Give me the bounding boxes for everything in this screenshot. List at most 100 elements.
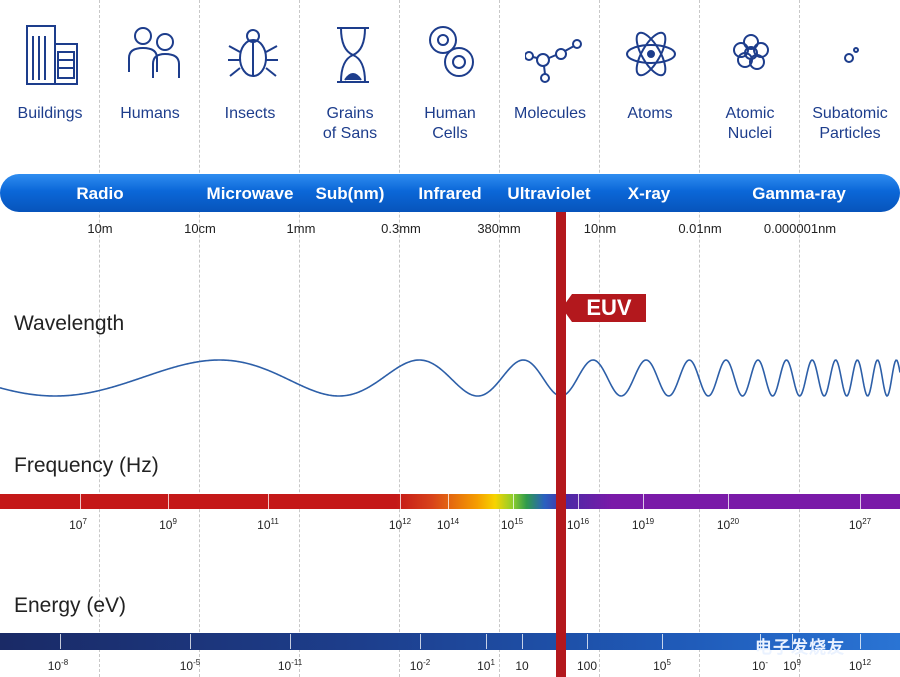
category-buildings: Buildings xyxy=(0,0,100,160)
category-particles: Subatomic Particles xyxy=(800,0,900,160)
frequency-tick xyxy=(513,494,514,509)
frequency-tick xyxy=(448,494,449,509)
column-divider xyxy=(799,0,800,677)
band-label: Ultraviolet xyxy=(507,184,591,203)
frequency-heading: Frequency (Hz) xyxy=(14,454,159,477)
category-molecules: Molecules xyxy=(500,0,600,160)
frequency-label: 109 xyxy=(159,517,177,532)
frequency-tick xyxy=(643,494,644,509)
wavelength-label: 0.000001nm xyxy=(763,221,837,236)
molecule-icon xyxy=(525,39,582,83)
atom-icon xyxy=(626,31,676,77)
frequency-tick xyxy=(400,494,401,509)
category-atoms: Atoms xyxy=(600,0,700,160)
euv-marker-line xyxy=(556,212,566,677)
wavelength-label: 10cm xyxy=(184,221,216,236)
category-label: Atomic Nuclei xyxy=(725,105,775,142)
energy-tick xyxy=(587,634,588,649)
particles-icon xyxy=(844,47,859,63)
category-humans: Humans xyxy=(100,0,200,160)
energy-tick xyxy=(60,634,61,649)
cells-icon xyxy=(429,26,474,77)
frequency-label: 1015 xyxy=(500,517,524,532)
humans-icon xyxy=(128,27,180,78)
wavelength-label: 0.3mm xyxy=(381,221,421,236)
column-divider xyxy=(199,0,200,677)
frequency-label: 1020 xyxy=(716,517,740,532)
energy-label: 109 xyxy=(783,658,801,673)
energy-label: 10- xyxy=(751,658,769,673)
wavelength-heading: Wavelength xyxy=(14,312,125,335)
wavelength-label: 1mm xyxy=(286,221,316,236)
buildings-icon xyxy=(26,25,78,85)
hourglass-icon xyxy=(337,27,369,83)
energy-bar xyxy=(0,633,900,650)
energy-label: 105 xyxy=(653,658,671,673)
category-label: Molecules xyxy=(513,105,587,122)
category-label: Subatomic Particles xyxy=(812,105,888,142)
column-divider xyxy=(499,0,500,677)
band-label: Sub(nm) xyxy=(315,184,385,203)
band-label: X-ray xyxy=(627,184,671,203)
category-nuclei: Atomic Nuclei xyxy=(700,0,800,160)
column-divider xyxy=(99,0,100,677)
energy-label: 10 xyxy=(515,659,529,673)
watermark-logo: 电子发烧友 xyxy=(755,638,845,657)
band-label: Infrared xyxy=(418,184,482,203)
frequency-label: 1019 xyxy=(631,517,655,532)
frequency-label: 1012 xyxy=(388,517,412,532)
frequency-tick xyxy=(268,494,269,509)
wavelength-label: 0.01nm xyxy=(678,221,722,236)
frequency-label: 1016 xyxy=(566,517,590,532)
category-insects: Insects xyxy=(200,0,300,160)
wavelength-label: 10m xyxy=(87,221,113,236)
category-label: Atoms xyxy=(627,105,673,122)
energy-label: 10-5 xyxy=(179,658,201,673)
energy-tick xyxy=(522,634,523,649)
column-divider xyxy=(299,0,300,677)
energy-label: 10-2 xyxy=(409,658,431,673)
frequency-label: 1027 xyxy=(848,517,872,532)
insect-icon xyxy=(228,29,278,77)
frequency-tick xyxy=(80,494,81,509)
category-label: Humans xyxy=(120,105,180,122)
energy-heading: Energy (eV) xyxy=(14,594,127,617)
band-label: Microwave xyxy=(206,184,294,203)
energy-label: 100 xyxy=(576,659,598,673)
energy-tick xyxy=(662,634,663,649)
column-divider xyxy=(399,0,400,677)
frequency-tick xyxy=(728,494,729,509)
wavelength-label: 10nm xyxy=(583,221,617,236)
category-label: Buildings xyxy=(17,105,83,122)
frequency-tick xyxy=(578,494,579,509)
frequency-label: 1011 xyxy=(257,517,279,532)
wave-curve xyxy=(0,359,900,398)
band-label: Gamma-ray xyxy=(752,184,846,203)
energy-tick xyxy=(760,634,761,649)
category-label: Insects xyxy=(224,105,276,122)
category-grains: Grains of Sans xyxy=(300,0,400,160)
wavelength-label: 380mm xyxy=(477,221,521,236)
frequency-tick xyxy=(860,494,861,509)
energy-label: 1012 xyxy=(848,658,872,673)
band-label: Radio xyxy=(76,184,124,203)
spectrum-band xyxy=(0,174,900,212)
frequency-tick xyxy=(168,494,169,509)
category-label: Human Cells xyxy=(424,105,476,142)
frequency-bar xyxy=(0,494,900,509)
energy-tick xyxy=(290,634,291,649)
energy-tick xyxy=(486,634,487,649)
energy-tick xyxy=(860,634,861,649)
energy-label: 10-11 xyxy=(277,658,303,673)
energy-label: 101 xyxy=(477,658,495,673)
energy-tick xyxy=(420,634,421,649)
column-divider xyxy=(699,0,700,677)
energy-tick xyxy=(792,634,793,649)
energy-tick xyxy=(190,634,191,649)
nucleus-icon xyxy=(733,34,769,70)
category-cells: Human Cells xyxy=(400,0,500,160)
euv-label: EUV xyxy=(562,294,646,322)
energy-label: 10-8 xyxy=(47,658,69,673)
category-label: Grains of Sans xyxy=(322,105,378,142)
frequency-label: 1014 xyxy=(436,517,460,532)
